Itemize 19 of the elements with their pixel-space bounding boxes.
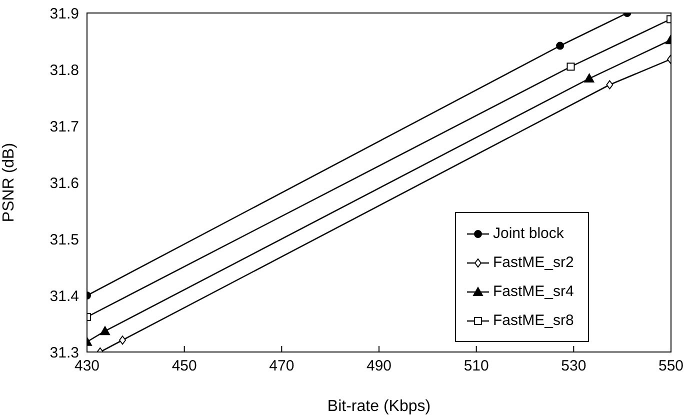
y-tick-label: 31.7 <box>50 118 79 136</box>
legend-label: FastME_sr8 <box>493 312 574 329</box>
x-tick-label: 510 <box>464 358 489 375</box>
point <box>606 80 614 90</box>
y-axis-title: PSNR (dB) <box>0 142 18 222</box>
y-tick-label: 31.8 <box>50 62 79 79</box>
x-tick-label: 450 <box>172 358 197 375</box>
x-tick-label: 470 <box>269 358 294 375</box>
x-tick-label: 490 <box>366 358 392 375</box>
legend-label: FastME_sr4 <box>493 283 574 300</box>
x-axis-title: Bit-rate (Kbps) <box>327 398 431 415</box>
legend-label: Joint block <box>493 225 564 242</box>
y-tick-label: 31.6 <box>50 174 79 192</box>
y-tick-label: 31.4 <box>50 288 79 305</box>
y-tick-label: 31.9 <box>50 5 79 22</box>
x-tick-label: 550 <box>658 358 684 375</box>
legend-label: FastME_sr2 <box>493 254 574 271</box>
y-tick-label: 31.5 <box>50 231 79 248</box>
x-tick-label: 530 <box>561 358 586 375</box>
